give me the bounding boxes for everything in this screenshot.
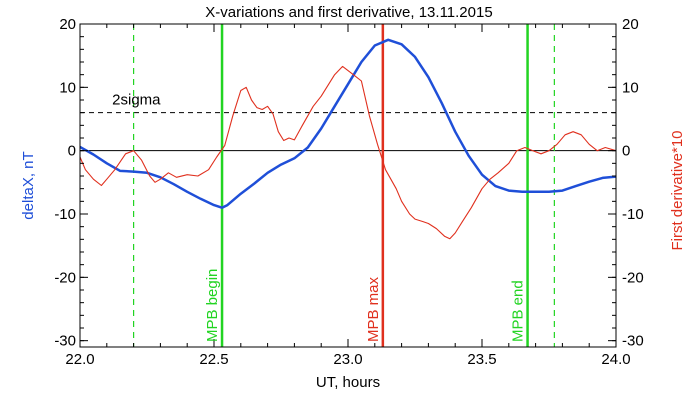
- deltax-series-line: [79, 38, 617, 209]
- x-tick-label: 23.0: [333, 351, 362, 368]
- chart-title: X-variations and first derivative, 13.11…: [205, 4, 492, 21]
- y-tick-label-right: -20: [622, 269, 644, 286]
- y-tick-label-right: -30: [622, 333, 644, 350]
- derivative-series-line: [79, 65, 617, 240]
- y-tick-label-left: 20: [59, 16, 76, 33]
- data-series: [79, 38, 617, 240]
- threshold-label: 2sigma: [112, 92, 161, 109]
- x-tick-label: 22.0: [65, 351, 94, 368]
- y-axis-label-left: deltaX, nT: [20, 151, 37, 219]
- y-tick-label-left: 0: [68, 143, 76, 160]
- x-tick-label: 22.5: [199, 351, 228, 368]
- y-tick-label-right: -10: [622, 206, 644, 223]
- axis-ticks: 22.0 22.5 23.0 23.5 24.0 20 20 10 10 0 0 -10 -10 -20 -…: [54, 16, 643, 368]
- reference-lines: [80, 24, 616, 347]
- x-tick-label: 23.5: [467, 351, 496, 368]
- x-axis-label: UT, hours: [316, 374, 380, 391]
- y-tick-label-left: -30: [54, 333, 76, 350]
- plot-frame: [79, 23, 617, 348]
- mpb-end-label: MPB end: [510, 280, 527, 342]
- y-tick-label-left: -20: [54, 269, 76, 286]
- y-tick-label-left: 10: [59, 79, 76, 96]
- mpb-max-label: MPB max: [365, 276, 382, 342]
- mpb-begin-label: MPB begin: [204, 269, 221, 342]
- text-labels: 2sigma MPB begin MPB max MPB end: [112, 92, 526, 342]
- x-tick-label: 24.0: [601, 351, 630, 368]
- y-axis-label-right: First derivative*10: [669, 130, 686, 250]
- y-tick-label-right: 20: [622, 16, 639, 33]
- y-tick-label-right: 10: [622, 79, 639, 96]
- y-tick-label-right: 0: [622, 143, 630, 160]
- y-tick-label-left: -10: [54, 206, 76, 223]
